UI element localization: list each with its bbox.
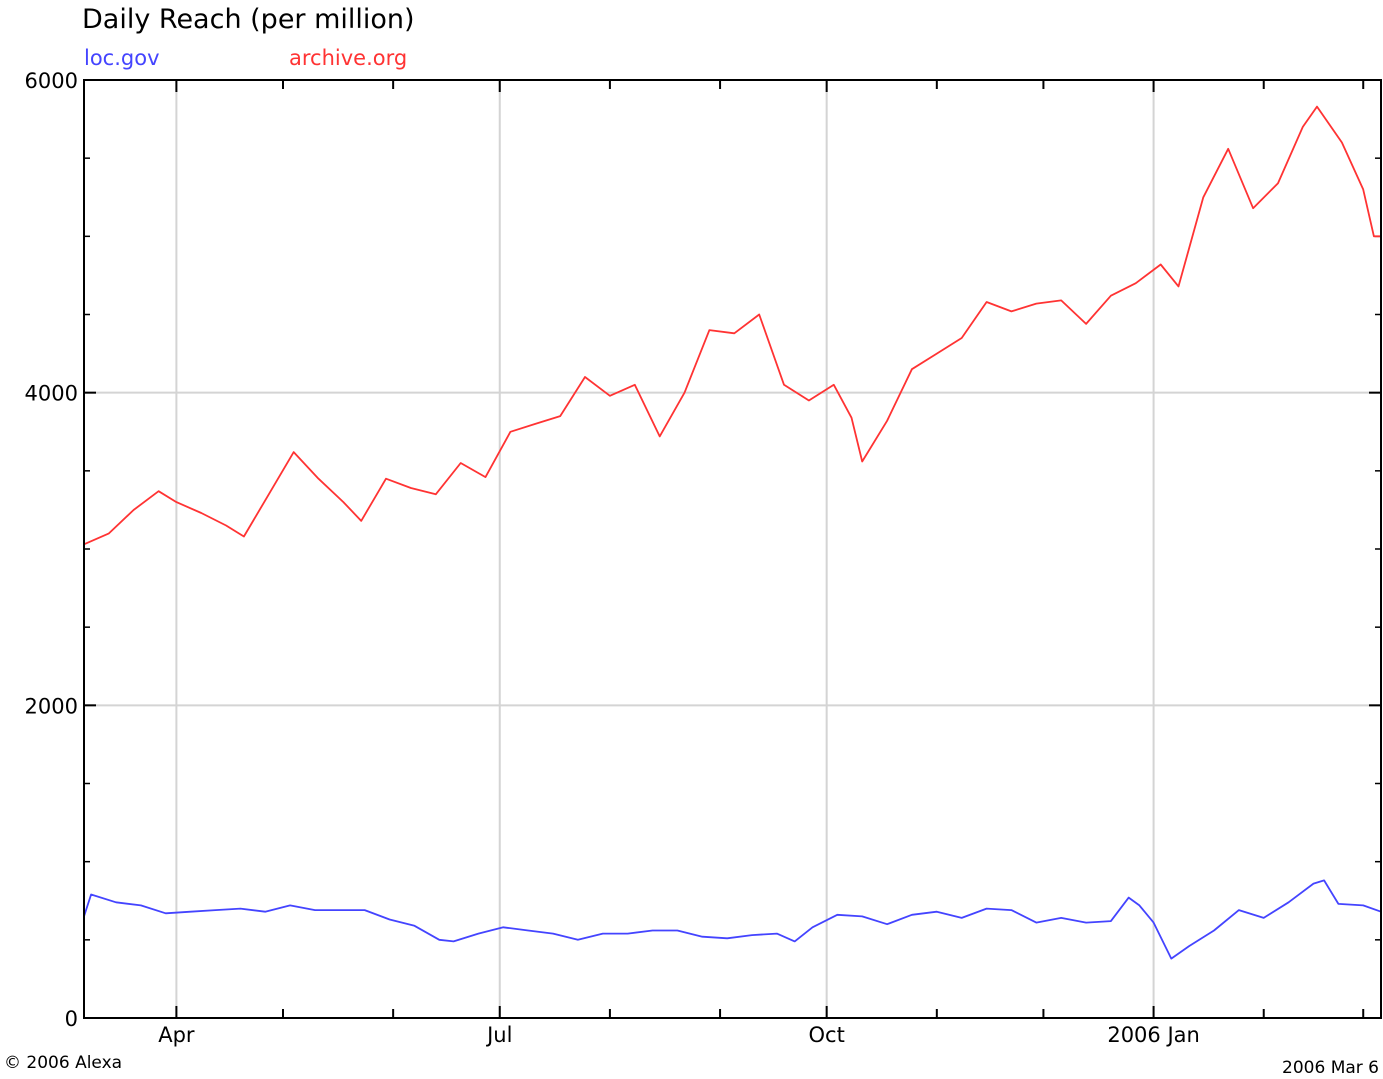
y-tick-label: 4000	[25, 382, 78, 406]
chart-title: Daily Reach (per million)	[82, 4, 415, 35]
series-line-loc-gov	[83, 879, 1382, 960]
x-tick-label: Apr	[158, 1023, 195, 1047]
copyright-notice: © 2006 Alexa	[4, 1053, 123, 1073]
series-line-archive-org	[83, 105, 1381, 546]
x-tick-label: Jul	[485, 1023, 512, 1047]
x-tick-label: 2006 Jan	[1107, 1023, 1200, 1047]
legend-entry-archive-org: archive.org	[289, 46, 408, 70]
y-tick-label: 2000	[25, 694, 78, 718]
snapshot-date: 2006 Mar 6	[1282, 1058, 1379, 1078]
y-tick-label: 0	[65, 1007, 78, 1031]
legend-entry-loc-gov: loc.gov	[84, 46, 160, 70]
plot-frame	[83, 79, 1382, 1019]
y-tick-label: 6000	[25, 69, 78, 93]
x-tick-label: Oct	[809, 1023, 845, 1047]
